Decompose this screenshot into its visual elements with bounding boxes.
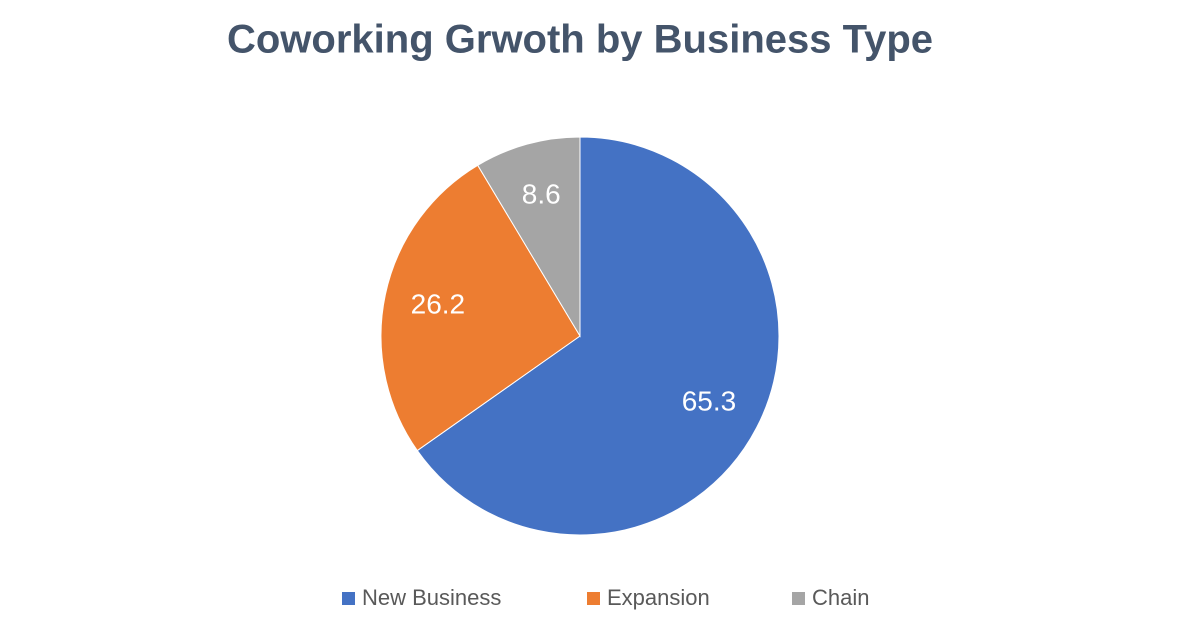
legend-swatch (792, 592, 805, 605)
pie-slice (416, 136, 780, 536)
legend-swatch (587, 592, 600, 605)
pie-slice (477, 136, 581, 338)
legend-label: Expansion (607, 585, 710, 610)
data-label: 8.6 (522, 178, 561, 209)
legend-label: New Business (362, 585, 501, 610)
data-label: 26.2 (411, 288, 466, 319)
pie-slice (380, 164, 581, 452)
legend-swatch (342, 592, 355, 605)
data-label: 65.3 (682, 385, 737, 416)
chart-title: Coworking Grwoth by Business Type (227, 18, 933, 62)
legend-label: Chain (812, 585, 869, 610)
